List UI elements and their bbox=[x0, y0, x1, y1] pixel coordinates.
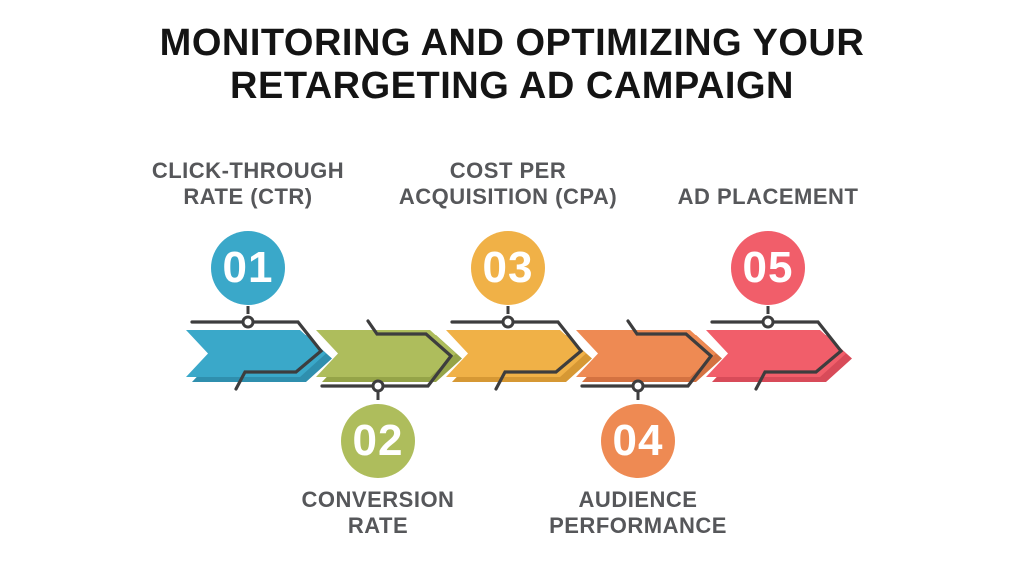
arrow-outline-3 bbox=[450, 320, 584, 391]
step-number-5: 05 bbox=[742, 243, 794, 292]
step-label-3-line-1: COST PER bbox=[449, 158, 567, 183]
step-arrow-group-4 bbox=[576, 319, 722, 403]
step-label-4: AUDIENCE PERFORMANCE bbox=[488, 487, 788, 539]
step-label-3-line-2: ACQUISITION (CPA) bbox=[398, 184, 618, 209]
step-circle-4: 04 bbox=[601, 404, 675, 478]
step-label-1: CLICK-THROUGH RATE (CTR) bbox=[98, 154, 398, 210]
arrow-fill-1 bbox=[186, 330, 326, 377]
page-title-line-1: MONITORING AND OPTIMIZING YOUR bbox=[159, 22, 865, 64]
step-number-4: 04 bbox=[612, 416, 664, 465]
step-circle-2: 02 bbox=[341, 404, 415, 478]
step-label-3: COST PER ACQUISITION (CPA) bbox=[358, 154, 658, 210]
step-label-1-line-1: CLICK-THROUGH bbox=[151, 158, 345, 183]
step-number-1: 01 bbox=[222, 243, 274, 292]
step-label-5-line-1: AD PLACEMENT bbox=[677, 184, 859, 209]
step-label-1-line-2: RATE (CTR) bbox=[183, 184, 313, 209]
step-number-3: 03 bbox=[482, 243, 534, 292]
arrow-fill-4 bbox=[576, 330, 716, 377]
page-title-line-2: RETARGETING AD CAMPAIGN bbox=[230, 65, 794, 107]
step-number-2: 02 bbox=[352, 416, 404, 465]
step-arrow-group-2 bbox=[316, 319, 462, 403]
arrow-outline-4 bbox=[580, 319, 714, 388]
arrow-fill-5 bbox=[706, 330, 846, 377]
arrow-outline-2 bbox=[320, 319, 454, 388]
step-node-1 bbox=[241, 315, 255, 329]
arrow-outline-1 bbox=[190, 320, 324, 391]
step-node-5 bbox=[761, 315, 775, 329]
step-label-5: AD PLACEMENT bbox=[618, 154, 918, 210]
step-label-4-line-2: PERFORMANCE bbox=[549, 513, 727, 538]
step-label-2-line-1: CONVERSION bbox=[301, 487, 455, 512]
step-label-4-line-1: AUDIENCE bbox=[578, 487, 698, 512]
arrow-fill-3 bbox=[446, 330, 586, 377]
step-label-2: CONVERSION RATE bbox=[228, 487, 528, 539]
step-node-3 bbox=[501, 315, 515, 329]
step-node-4 bbox=[631, 379, 645, 393]
page-title: MONITORING AND OPTIMIZING YOUR RETARGETI… bbox=[0, 22, 1024, 108]
arrow-fill-2 bbox=[316, 330, 456, 377]
step-circle-1: 01 bbox=[211, 231, 285, 305]
step-arrow-group-3 bbox=[446, 306, 592, 391]
step-node-2 bbox=[371, 379, 385, 393]
arrow-outline-5 bbox=[710, 320, 844, 391]
step-label-2-line-2: RATE bbox=[347, 513, 409, 538]
step-arrow-group-1 bbox=[186, 306, 332, 391]
step-circle-3: 03 bbox=[471, 231, 545, 305]
step-arrow-group-5 bbox=[706, 306, 852, 391]
step-circle-5: 05 bbox=[731, 231, 805, 305]
